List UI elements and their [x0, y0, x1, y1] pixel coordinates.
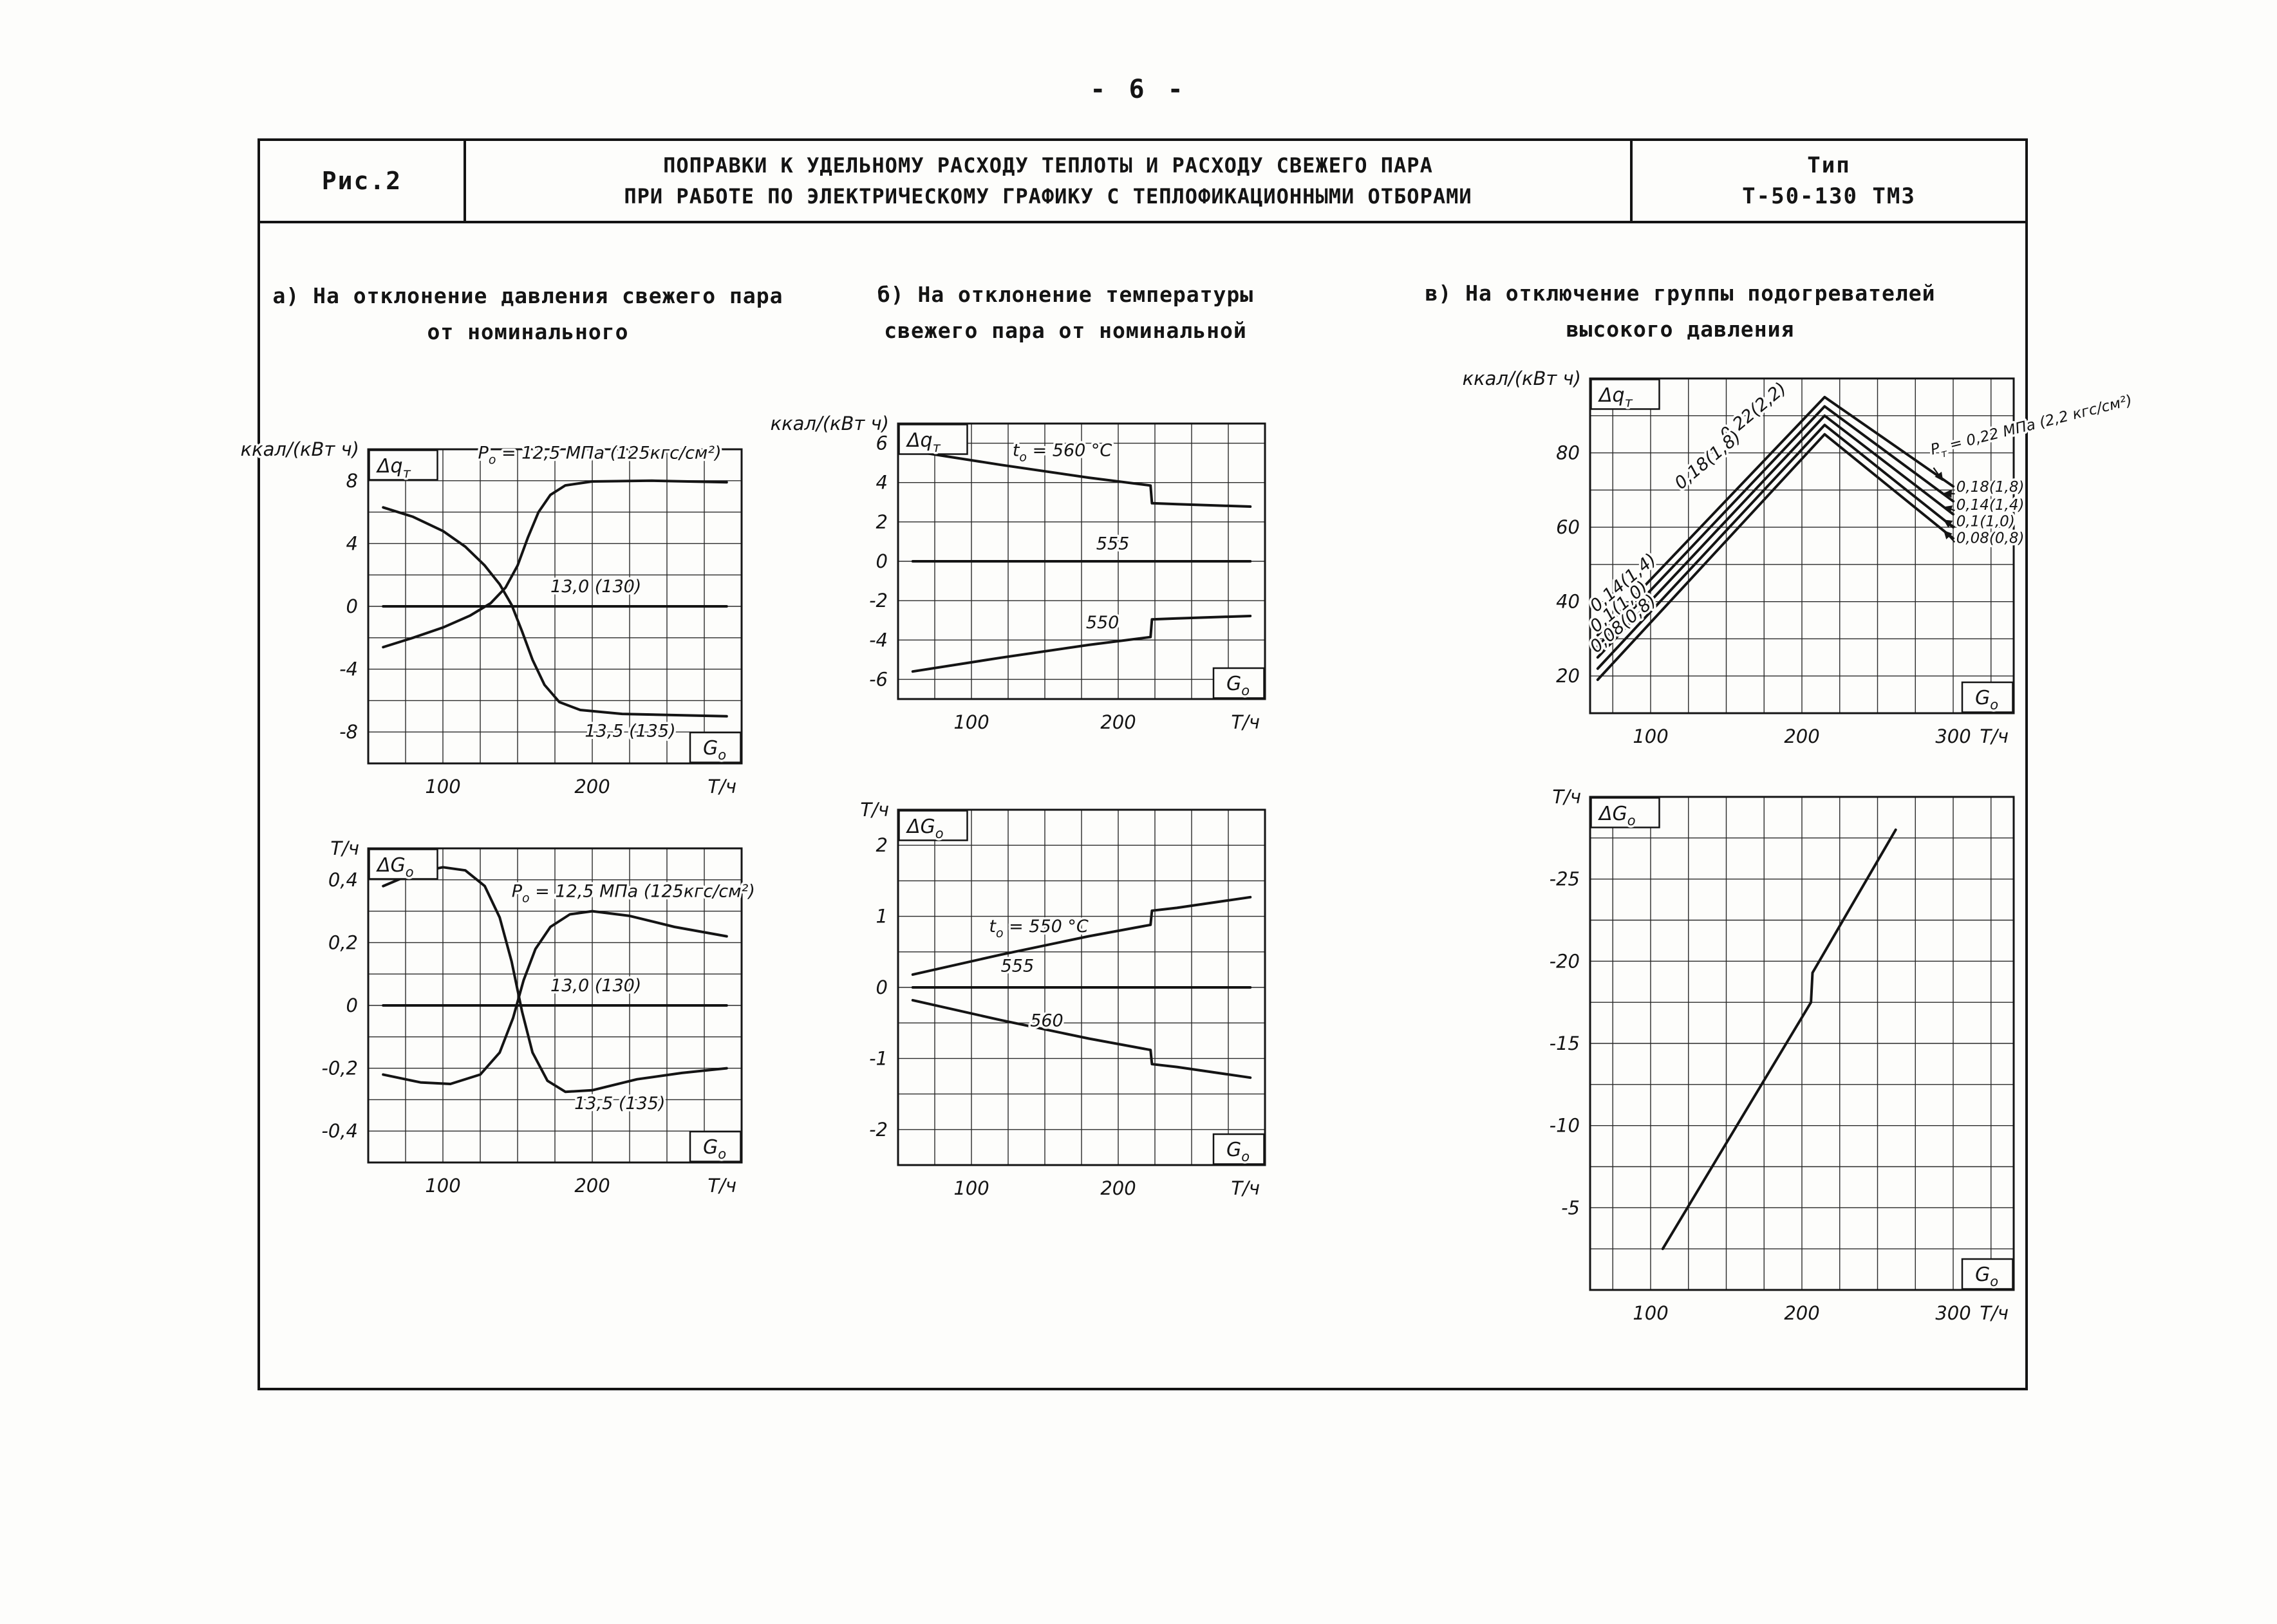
turbine-type: Тип Т-50-130 ТМЗ [1633, 141, 2025, 221]
section-a-line1: а) На отклонение давления свежего пара [272, 283, 783, 308]
page-number: - 6 - [1090, 75, 1187, 104]
figure-title-line1: ПОПРАВКИ К УДЕЛЬНОМУ РАСХОДУ ТЕПЛОТЫ И Р… [663, 153, 1433, 178]
figure-frame: Рис.2 ПОПРАВКИ К УДЕЛЬНОМУ РАСХОДУ ТЕПЛО… [258, 138, 2028, 1390]
figure-title: ПОПРАВКИ К УДЕЛЬНОМУ РАСХОДУ ТЕПЛОТЫ И Р… [466, 141, 1633, 221]
turbine-type-label: Тип [1807, 153, 1851, 178]
section-v-heading: в) На отключение группы подогревателей в… [1423, 275, 1938, 348]
section-a-heading: а) На отклонение давления свежего пара о… [270, 278, 785, 350]
section-a-line2: от номинального [427, 319, 629, 344]
section-v-line2: высокого давления [1566, 317, 1795, 342]
section-b-line1: б) На отклонение температуры [877, 282, 1254, 307]
turbine-type-value: Т-50-130 ТМЗ [1742, 183, 1916, 209]
section-b-line2: свежего пара от номинальной [884, 318, 1247, 343]
section-v-line1: в) На отключение группы подогревателей [1425, 281, 1936, 306]
figure-label: Рис.2 [260, 141, 466, 221]
section-b-heading: б) На отклонение температуры свежего пар… [856, 277, 1275, 349]
figure-header: Рис.2 ПОПРАВКИ К УДЕЛЬНОМУ РАСХОДУ ТЕПЛО… [260, 141, 2025, 223]
figure-title-line2: ПРИ РАБОТЕ ПО ЭЛЕКТРИЧЕСКОМУ ГРАФИКУ С Т… [624, 184, 1472, 209]
